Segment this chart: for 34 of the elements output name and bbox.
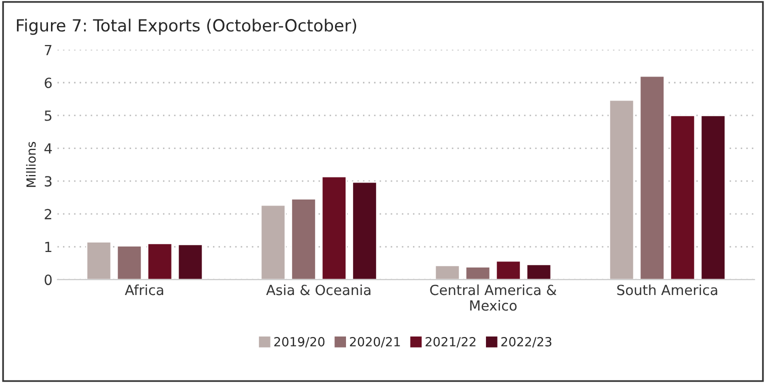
legend-label: 2020/21: [350, 337, 400, 348]
bar: [86, 241, 112, 280]
bar: [670, 114, 696, 280]
bar: [434, 264, 460, 280]
y-axis-title: Millions: [26, 142, 36, 187]
y-tick-label: 2: [44, 208, 52, 220]
legend-label: 2022/23: [501, 337, 552, 348]
legend-label: 2021/22: [426, 337, 476, 348]
bar: [290, 198, 316, 280]
bar: [321, 176, 347, 280]
y-tick-label: 3: [44, 176, 52, 187]
bar: [526, 264, 552, 280]
y-tick-label: 7: [44, 44, 52, 56]
y-tick-label: 0: [44, 274, 52, 286]
bar: [495, 260, 522, 280]
bar: [116, 245, 142, 280]
x-tick-label: Africa: [124, 284, 164, 296]
bar: [608, 99, 635, 280]
bar: [260, 204, 286, 280]
y-tick-label: 5: [44, 110, 52, 121]
bar: [352, 181, 378, 280]
bar: [700, 114, 726, 280]
bar: [177, 244, 204, 280]
y-tick-label: 6: [44, 78, 52, 88]
y-tick-label: 1: [45, 242, 52, 252]
x-tick-label: Asia & Oceania: [266, 284, 370, 296]
bar: [146, 242, 173, 280]
bar: [464, 266, 491, 280]
bar: [639, 75, 666, 280]
legend-label: 2019/20: [274, 337, 324, 348]
x-tick-label: Central America & Mexico: [430, 284, 556, 311]
x-tick-label: South America: [617, 284, 718, 296]
chart-title: Figure 7: Total Exports (October-October): [16, 18, 356, 35]
y-tick-label: 4: [44, 143, 52, 154]
